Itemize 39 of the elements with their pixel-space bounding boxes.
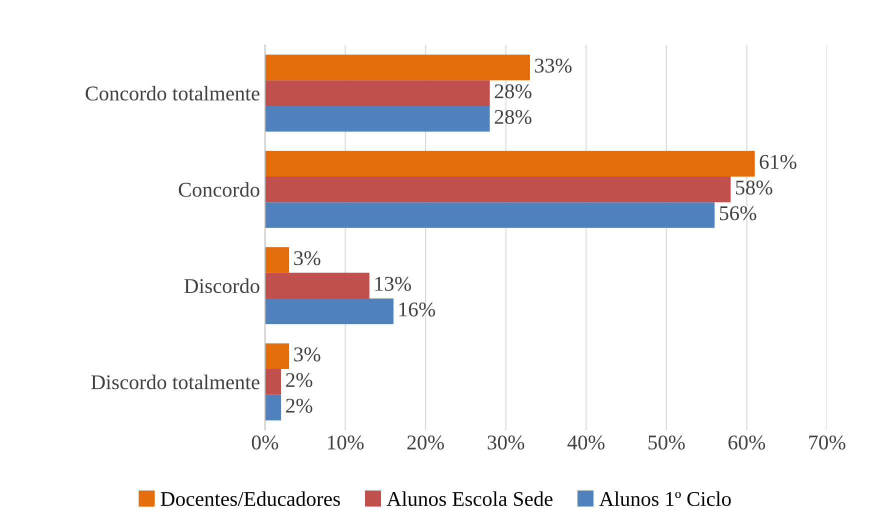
data-label: 61%	[760, 154, 796, 169]
data-label: 3%	[294, 347, 320, 362]
y-tick-label: Discordo totalmente	[91, 374, 260, 390]
x-tick-label: 70%	[809, 435, 846, 450]
bar	[265, 106, 490, 132]
x-tick-label: 0%	[252, 435, 278, 450]
bar	[265, 369, 282, 395]
bar	[265, 202, 715, 228]
x-tick-label: 60%	[728, 435, 766, 450]
data-label: 56%	[720, 206, 756, 220]
x-tick-label: 30%	[488, 435, 524, 450]
data-label: 28%	[494, 110, 532, 124]
bar	[265, 394, 282, 420]
bar	[265, 272, 370, 298]
bar	[265, 176, 731, 202]
x-tick-label: 50%	[648, 435, 685, 450]
legend-label: Docentes/Educadores	[160, 491, 340, 506]
data-label: 28%	[494, 84, 532, 98]
y-tick-label: Concordo	[178, 182, 260, 197]
bar	[265, 80, 490, 106]
bar	[265, 150, 755, 177]
x-tick-label: 20%	[407, 435, 444, 450]
bar	[265, 247, 290, 273]
data-label: 3%	[294, 251, 320, 266]
data-label: 16%	[399, 302, 436, 317]
y-tick-label: Concordo totalmente	[86, 86, 260, 101]
bar	[265, 298, 394, 324]
x-tick-label: 40%	[567, 435, 605, 450]
x-tick-label: 10%	[328, 435, 364, 450]
legend-label: Alunos 1º Ciclo	[599, 491, 731, 506]
data-label: 13%	[375, 276, 412, 291]
legend-label: Alunos Escola Sede	[386, 491, 552, 506]
data-label: 2%	[286, 373, 312, 388]
y-tick-label: Discordo	[184, 278, 260, 294]
bar	[265, 54, 530, 80]
data-label: 2%	[286, 398, 312, 413]
data-label: 58%	[736, 180, 772, 195]
data-label: 33%	[535, 58, 572, 73]
bar	[265, 343, 290, 370]
